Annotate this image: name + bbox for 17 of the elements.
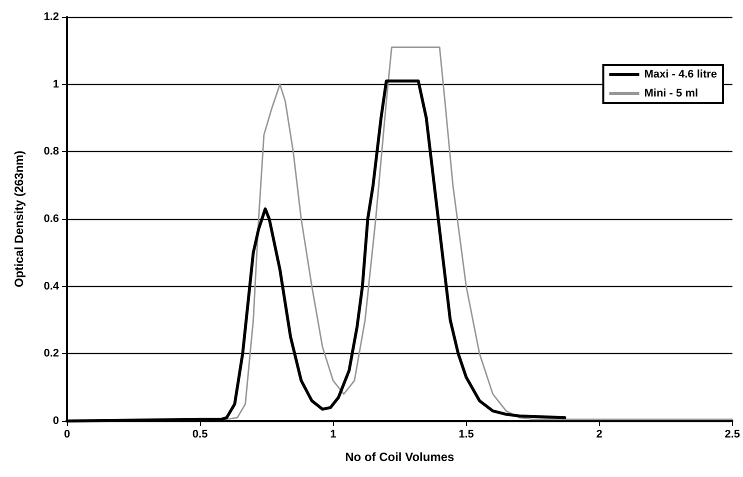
- y-tick-label: 1: [52, 78, 59, 90]
- y-tick-label: 1.2: [44, 11, 59, 23]
- x-axis-title: No of Coil Volumes: [345, 450, 455, 464]
- x-tick-label: 0: [64, 428, 70, 440]
- legend-label: Maxi - 4.6 litre: [644, 68, 718, 80]
- x-tick-label: 1: [330, 428, 336, 440]
- y-tick-label: 0.6: [44, 213, 59, 225]
- y-tick-label: 0: [52, 415, 59, 427]
- y-tick-label: 0.2: [44, 348, 59, 360]
- x-tick-label: 2: [596, 428, 602, 440]
- y-tick-label: 0.4: [44, 280, 60, 292]
- y-axis-title: Optical Density (263nm): [12, 150, 26, 288]
- x-tick-label: 0.5: [192, 428, 208, 440]
- x-tick-label: 2.5: [724, 428, 740, 440]
- legend-label: Mini - 5 ml: [644, 88, 698, 100]
- y-tick-label: 0.8: [44, 146, 59, 158]
- x-tick-label: 1.5: [458, 428, 474, 440]
